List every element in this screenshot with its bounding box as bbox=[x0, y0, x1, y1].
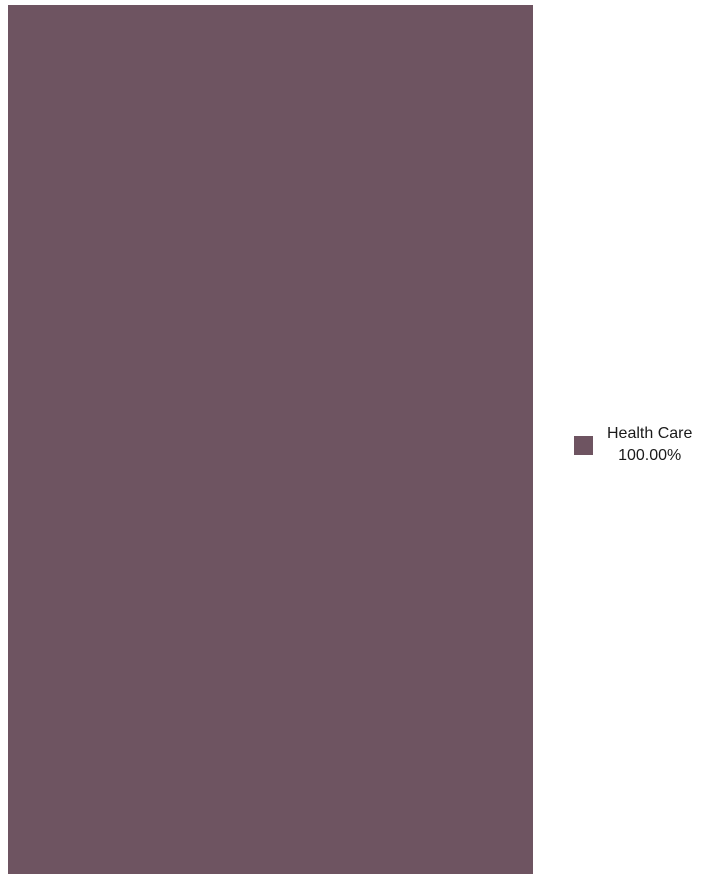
treemap-tile-health-care bbox=[8, 5, 533, 874]
legend-label: Health Care bbox=[607, 425, 693, 442]
legend: Health Care 100.00% bbox=[574, 423, 692, 467]
legend-value: 100.00% bbox=[618, 447, 682, 464]
legend-entry-health-care: Health Care 100.00% bbox=[607, 423, 692, 467]
legend-swatch-health-care bbox=[574, 435, 593, 455]
